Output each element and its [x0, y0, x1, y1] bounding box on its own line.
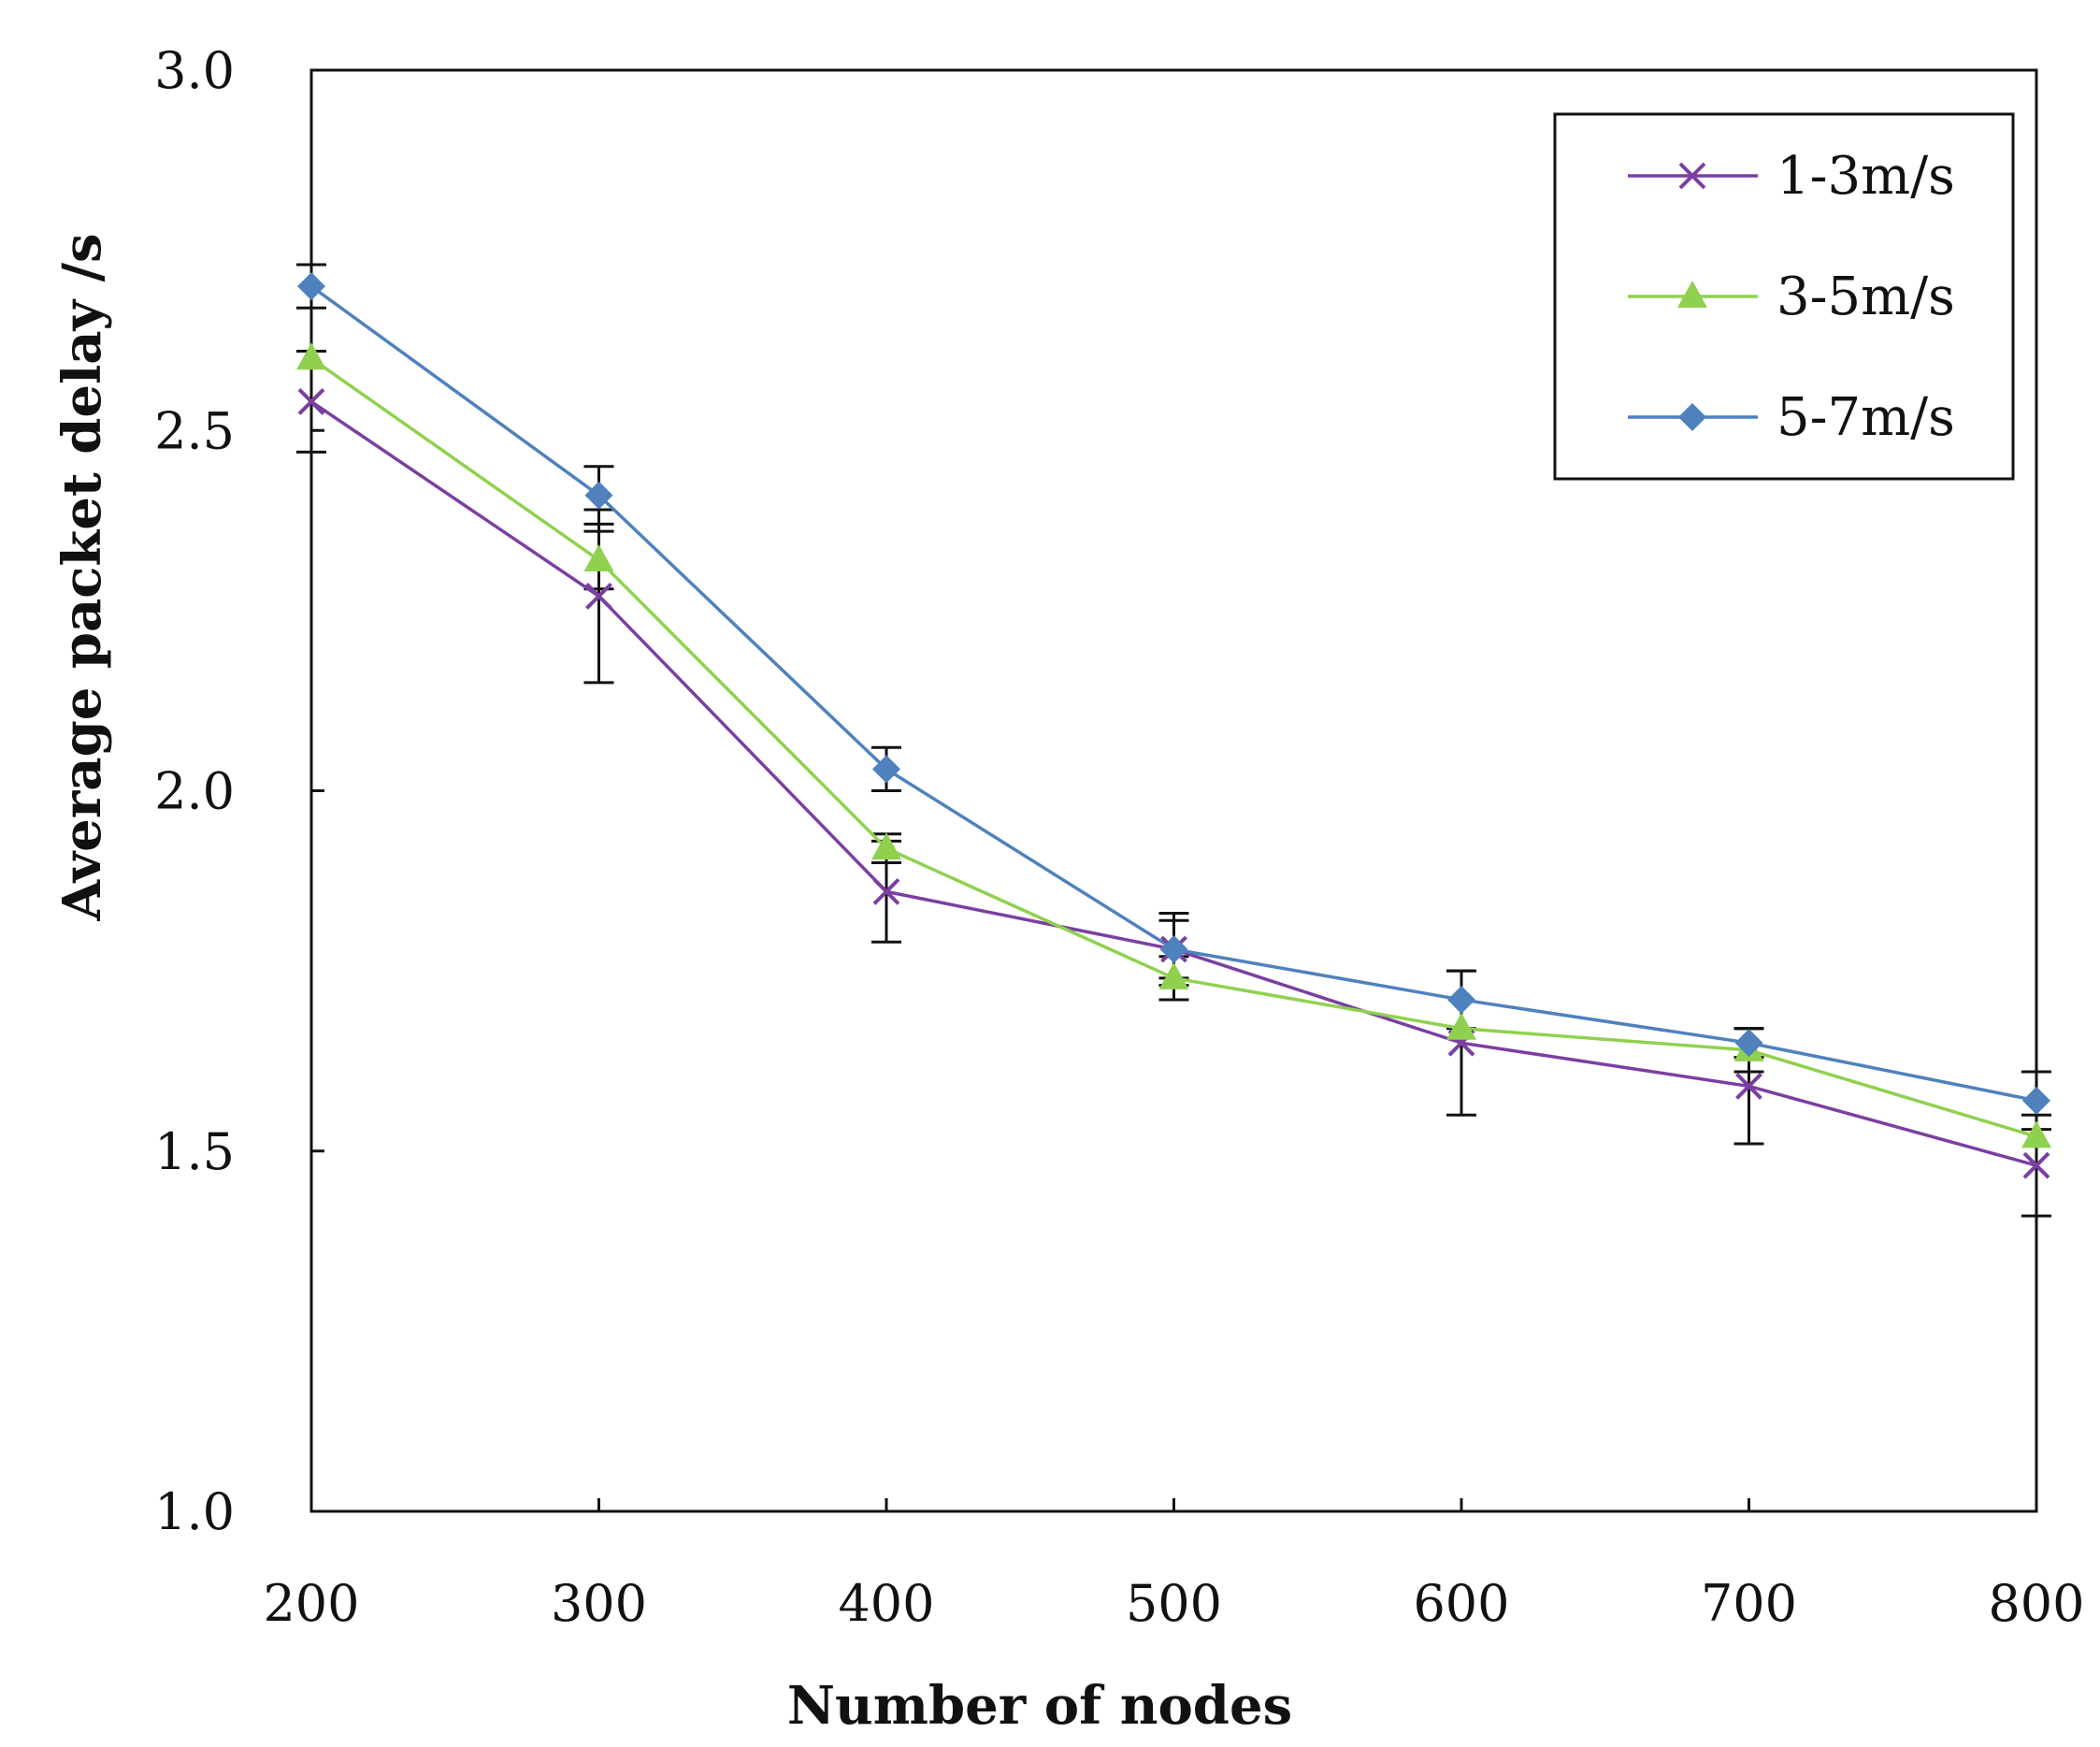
- x-axis-ticks: 200 300 400 500 600 700 800: [263, 1498, 2085, 1633]
- marker-stroke: [297, 388, 325, 415]
- marker-stroke: [585, 583, 612, 610]
- data-point-1-3m/s: [585, 583, 612, 610]
- x-tick-label: 500: [1126, 1574, 1222, 1633]
- series-markers: [296, 272, 2051, 1179]
- legend: 1-3m/s 3-5m/s 5-7m/s: [1553, 112, 2015, 481]
- legend-label-1-3m/s: 1-3m/s: [1776, 146, 1955, 207]
- data-point-3-5m/s: [871, 832, 901, 860]
- legend-marker-3-5m/s: [1677, 281, 1707, 308]
- series-line-1-3m/s: [310, 399, 2037, 1167]
- y-tick-label: 3.0: [154, 41, 235, 100]
- y-tick-label: 1.5: [154, 1122, 235, 1181]
- data-point-1-3m/s: [297, 388, 325, 415]
- marker-stroke: [2022, 1151, 2050, 1179]
- data-point-5-7m/s: [1447, 985, 1475, 1014]
- y-axis-ticks: 1.0 1.5 2.0 2.5 3.0: [154, 41, 324, 1541]
- data-point-3-5m/s: [296, 342, 326, 370]
- x-tick-label: 200: [263, 1574, 359, 1633]
- data-point-5-7m/s: [297, 272, 325, 301]
- data-point-5-7m/s: [1734, 1029, 1763, 1058]
- x-tick-label: 600: [1413, 1574, 1509, 1633]
- marker-stroke: [1735, 1072, 1762, 1100]
- legend-label-5-7m/s: 5-7m/s: [1776, 387, 1955, 448]
- marker-stroke: [872, 877, 900, 905]
- data-point-1-3m/s: [1735, 1072, 1762, 1100]
- y-tick-label: 1.0: [154, 1482, 235, 1541]
- y-tick-label: 2.5: [154, 401, 235, 460]
- x-tick-label: 800: [1988, 1574, 2084, 1633]
- legend-label-3-5m/s: 3-5m/s: [1776, 267, 1955, 327]
- data-point-5-7m/s: [584, 481, 613, 510]
- data-point-3-5m/s: [1158, 961, 1189, 989]
- data-point-3-5m/s: [1446, 1012, 1476, 1040]
- data-point-5-7m/s: [2022, 1086, 2050, 1115]
- data-point-5-7m/s: [872, 755, 900, 784]
- x-tick-label: 700: [1701, 1574, 1797, 1633]
- data-point-1-3m/s: [872, 877, 900, 905]
- x-tick-label: 400: [838, 1574, 934, 1633]
- x-axis-title: Number of nodes: [787, 1675, 1292, 1737]
- y-axis-title: Average packet delay /s: [51, 233, 113, 921]
- y-tick-label: 2.0: [154, 762, 235, 821]
- x-tick-label: 300: [551, 1574, 647, 1633]
- data-point-1-3m/s: [2022, 1151, 2050, 1179]
- data-point-3-5m/s: [2021, 1120, 2051, 1148]
- legend-marker-1-3m/s: [1678, 162, 1706, 190]
- data-point-5-7m/s: [1159, 935, 1188, 964]
- marker-stroke: [1678, 162, 1706, 190]
- data-point-3-5m/s: [583, 543, 614, 571]
- legend-marker-5-7m/s: [1678, 403, 1706, 431]
